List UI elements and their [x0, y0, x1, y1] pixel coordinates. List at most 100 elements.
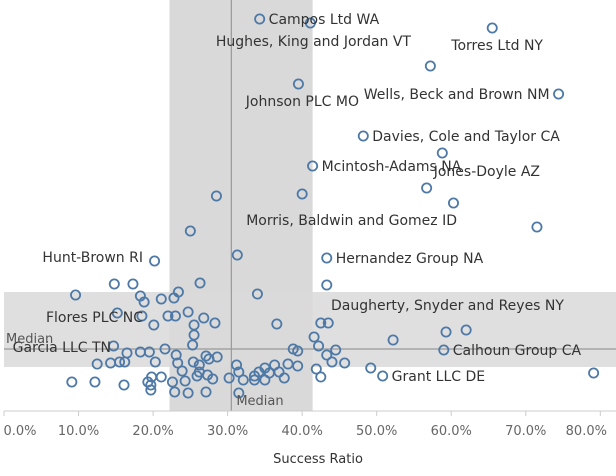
reference-bands [4, 0, 616, 411]
data-point [248, 374, 260, 386]
point-label: Flores PLC NC [46, 310, 143, 326]
data-point [296, 188, 308, 200]
data-point [377, 370, 389, 382]
x-tick-label: 30.0% [207, 424, 248, 439]
data-point [198, 312, 210, 324]
data-point [200, 386, 212, 398]
data-point [176, 365, 188, 377]
data-point [307, 160, 319, 172]
data-point [321, 349, 333, 361]
data-point [136, 310, 148, 322]
data-point [182, 387, 194, 399]
point-label: Jones-Doyle AZ [433, 164, 540, 180]
data-point [210, 190, 222, 202]
data-point [179, 375, 191, 387]
data-points [66, 13, 600, 399]
data-point [162, 310, 174, 322]
data-point [321, 252, 333, 264]
data-point [486, 22, 498, 34]
data-point [315, 317, 327, 329]
point-label: Wells, Beck and Brown NM [364, 87, 550, 103]
data-point [326, 356, 338, 368]
point-label: Mcintosh-Adams NA [322, 159, 462, 175]
point-label: Hughes, King and Jordan VT [216, 34, 412, 50]
point-label: Campos Ltd WA [269, 12, 380, 28]
data-point [259, 374, 271, 386]
data-point [436, 147, 448, 159]
x-tick-label: 0.0% [3, 424, 36, 439]
data-point [203, 353, 215, 365]
data-point [278, 372, 290, 384]
median-x-label: Median [236, 394, 283, 409]
data-point [172, 357, 184, 369]
x-tick-label: 10.0% [58, 424, 99, 439]
data-point [209, 317, 221, 329]
data-point [357, 130, 369, 142]
data-point [421, 182, 433, 194]
data-point [223, 372, 235, 384]
data-point [187, 356, 199, 368]
data-point [313, 340, 325, 352]
data-point [188, 329, 200, 341]
data-point [159, 343, 171, 355]
data-point [168, 292, 180, 304]
x-tick-label: 20.0% [132, 424, 173, 439]
data-point [315, 371, 327, 383]
data-point [155, 371, 167, 383]
data-point [182, 306, 194, 318]
data-point [447, 197, 459, 209]
data-point [588, 367, 600, 379]
point-label: Garcia LLC TN [13, 340, 111, 356]
data-point [424, 60, 436, 72]
data-point [339, 357, 351, 369]
data-point [237, 374, 249, 386]
data-point [66, 376, 78, 388]
data-point [166, 376, 178, 388]
data-point [118, 379, 130, 391]
x-tick-label: 70.0% [505, 424, 546, 439]
data-point [149, 356, 161, 368]
data-point [251, 288, 263, 300]
data-point [155, 293, 167, 305]
data-point [114, 356, 126, 368]
point-label: Grant LLC DE [392, 369, 485, 385]
data-point [193, 359, 205, 371]
data-point [119, 356, 131, 368]
data-point [271, 318, 283, 330]
x-axis-title: Success Ratio [273, 452, 363, 467]
data-point [310, 363, 322, 375]
data-point [169, 386, 181, 398]
data-point [233, 366, 245, 378]
data-point [200, 350, 212, 362]
point-label: Johnson PLC MO [245, 94, 359, 110]
data-point [438, 344, 450, 356]
data-point [127, 278, 139, 290]
median-y-label: Median [6, 332, 53, 347]
data-point [191, 370, 203, 382]
data-point [365, 362, 377, 374]
data-point [292, 360, 304, 372]
data-point [70, 289, 82, 301]
data-point [304, 17, 316, 29]
data-point [184, 225, 196, 237]
data-point [169, 310, 181, 322]
data-point [145, 379, 157, 391]
data-point [460, 324, 472, 336]
data-point [254, 13, 266, 25]
data-point [322, 317, 334, 329]
data-point [91, 358, 103, 370]
data-point [207, 373, 219, 385]
data-point [111, 307, 123, 319]
data-point [292, 345, 304, 357]
median-lines [4, 0, 616, 411]
data-point [330, 344, 342, 356]
point-label: Morris, Baldwin and Gomez ID [246, 213, 457, 229]
data-point [233, 387, 245, 399]
data-point [145, 384, 157, 396]
data-point [194, 277, 206, 289]
data-point [387, 334, 399, 346]
point-label: Torres Ltd NY [450, 38, 543, 54]
data-point [292, 78, 304, 90]
data-point [248, 370, 260, 382]
